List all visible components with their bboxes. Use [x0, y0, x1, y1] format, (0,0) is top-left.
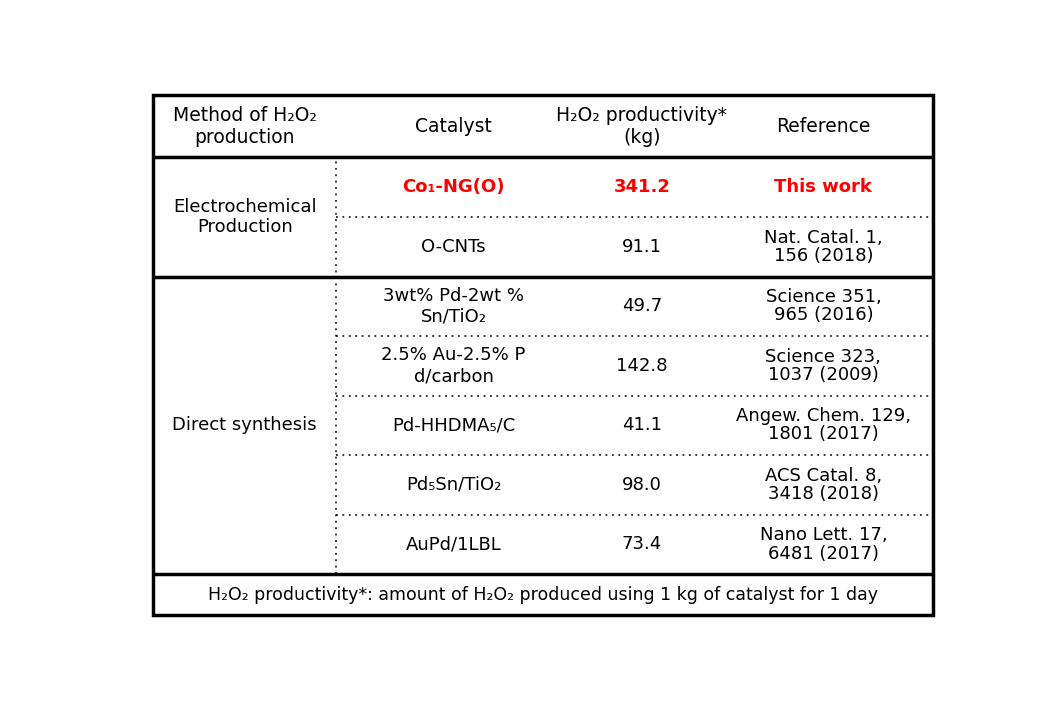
- Text: Science 351,
965 (2016): Science 351, 965 (2016): [765, 287, 881, 325]
- Text: Direct synthesis: Direct synthesis: [173, 416, 317, 434]
- Text: Angew. Chem. 129,: Angew. Chem. 129,: [736, 407, 911, 425]
- Text: 49.7: 49.7: [622, 297, 662, 316]
- Text: 3418 (2018): 3418 (2018): [767, 485, 879, 503]
- Text: Nano Lett. 17,
6481 (2017): Nano Lett. 17, 6481 (2017): [760, 525, 887, 564]
- Text: 98.0: 98.0: [622, 476, 661, 494]
- Text: Science 323,: Science 323,: [765, 348, 881, 366]
- Text: Angew. Chem. 129,
1801 (2017): Angew. Chem. 129, 1801 (2017): [736, 406, 911, 445]
- Text: Co₁-NG(O): Co₁-NG(O): [402, 178, 505, 196]
- Text: 156 (2018): 156 (2018): [774, 247, 873, 265]
- Text: Nat. Catal. 1,
156 (2018): Nat. Catal. 1, 156 (2018): [764, 227, 883, 266]
- Text: Method of H₂O₂
production: Method of H₂O₂ production: [173, 106, 317, 147]
- Text: ACS Catal. 8,
3418 (2018): ACS Catal. 8, 3418 (2018): [765, 465, 882, 504]
- Text: O-CNTs: O-CNTs: [421, 238, 485, 256]
- Text: 6481 (2017): 6481 (2017): [767, 545, 879, 562]
- Text: Science 351,: Science 351,: [765, 288, 881, 307]
- Text: Science 351,: Science 351,: [765, 288, 881, 307]
- Text: Nano Lett. 17,: Nano Lett. 17,: [760, 527, 887, 544]
- Text: 3418 (2018): 3418 (2018): [767, 485, 879, 503]
- Text: This work: This work: [775, 178, 872, 196]
- Text: Pd-HHDMA₅/C: Pd-HHDMA₅/C: [392, 416, 515, 434]
- Text: Nano Lett. 17,: Nano Lett. 17,: [760, 527, 887, 544]
- Text: ACS Catal. 8,: ACS Catal. 8,: [765, 467, 882, 485]
- Text: Pd₅Sn/TiO₂: Pd₅Sn/TiO₂: [406, 476, 501, 494]
- Text: Reference: Reference: [776, 117, 870, 136]
- Text: Angew. Chem. 129,: Angew. Chem. 129,: [736, 407, 911, 425]
- Text: Catalyst: Catalyst: [416, 117, 492, 136]
- Text: AuPd/1LBL: AuPd/1LBL: [406, 536, 501, 553]
- Text: 91.1: 91.1: [622, 238, 662, 256]
- Text: H₂O₂ productivity*: amount of H₂O₂ produced using 1 kg of catalyst for 1 day: H₂O₂ productivity*: amount of H₂O₂ produ…: [208, 586, 879, 604]
- Text: 2.5% Au-2.5% P
d/carbon: 2.5% Au-2.5% P d/carbon: [382, 347, 526, 385]
- Text: Electrochemical
Production: Electrochemical Production: [173, 198, 317, 236]
- Text: 965 (2016): 965 (2016): [774, 307, 873, 324]
- Text: ACS Catal. 8,: ACS Catal. 8,: [765, 467, 882, 485]
- Text: 73.4: 73.4: [622, 536, 662, 553]
- Text: 6481 (2017): 6481 (2017): [767, 545, 879, 562]
- Text: 3wt% Pd-2wt %
Sn/TiO₂: 3wt% Pd-2wt % Sn/TiO₂: [383, 287, 524, 325]
- Text: 142.8: 142.8: [616, 357, 668, 375]
- Text: 41.1: 41.1: [622, 416, 662, 434]
- Text: H₂O₂ productivity*
(kg): H₂O₂ productivity* (kg): [556, 106, 727, 147]
- Text: 341.2: 341.2: [614, 178, 670, 196]
- Text: 156 (2018): 156 (2018): [774, 247, 873, 265]
- Text: Nat. Catal. 1,: Nat. Catal. 1,: [764, 228, 883, 247]
- Text: Science 323,: Science 323,: [765, 348, 881, 366]
- Text: 1801 (2017): 1801 (2017): [768, 425, 879, 444]
- Text: Nat. Catal. 1,: Nat. Catal. 1,: [764, 228, 883, 247]
- Text: 1037 (2009): 1037 (2009): [768, 366, 879, 384]
- Text: Science 323,
1037 (2009): Science 323, 1037 (2009): [765, 347, 881, 385]
